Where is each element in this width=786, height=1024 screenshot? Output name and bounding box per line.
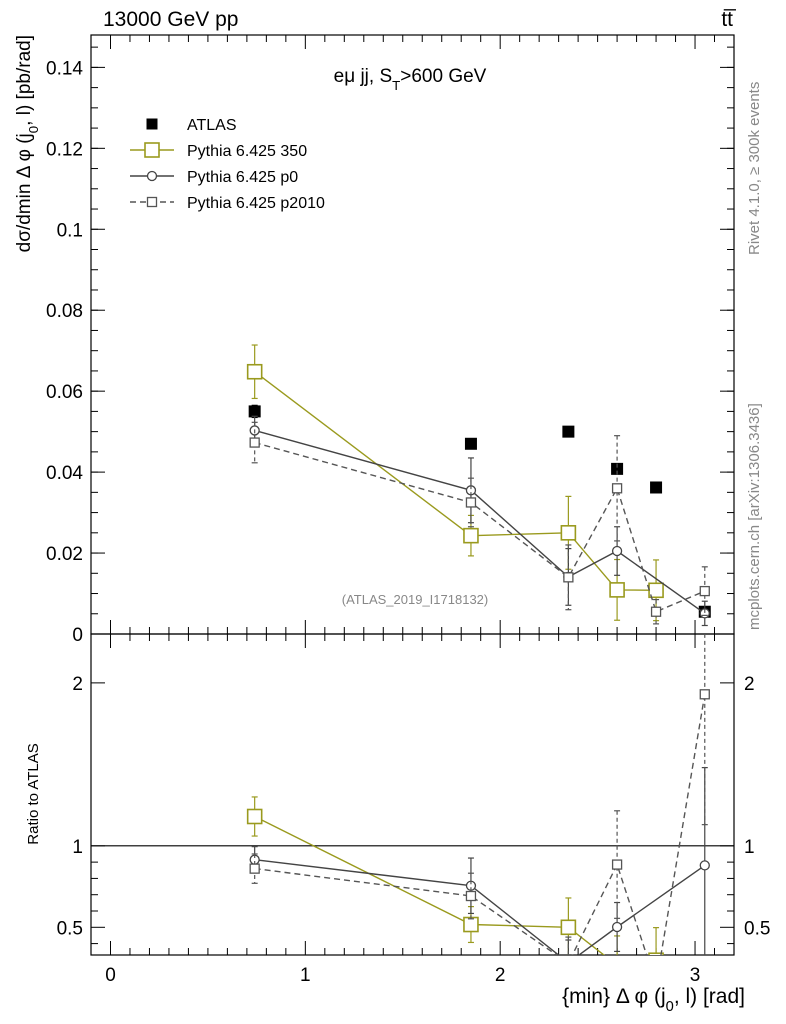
x-axis-label: {min} Δ φ (j0, l) [rad]: [562, 985, 745, 1015]
main-axis-ticks: 0 0.02 0.04 0.06 0.08 0.1 0.12 0.14: [46, 35, 735, 646]
y-tick-label: 0.5: [57, 918, 83, 939]
data-point: [609, 582, 625, 598]
data-point: [650, 481, 663, 494]
y-tick-label: 2: [72, 674, 83, 695]
mcplots-label: mcplots.cern.ch [arXiv:1306.3436]: [746, 403, 763, 630]
x-tick-label: 3: [690, 965, 701, 986]
y-tick-label-right: 0.5: [744, 918, 770, 939]
legend: ATLAS Pythia 6.425 350 Pythia 6.425 p0 Pyth…: [130, 117, 325, 212]
data-point: [465, 890, 477, 902]
data-point: [464, 437, 477, 450]
data-point: [249, 863, 260, 874]
legend-item: Pythia 6.425 350: [130, 142, 307, 160]
x-tick-label: 0: [105, 965, 116, 986]
legend-label: Pythia 6.425 p2010: [187, 195, 325, 212]
y-tick-label: 0.12: [46, 139, 83, 160]
data-point: [648, 952, 664, 955]
legend-label: Pythia 6.425 p0: [187, 169, 298, 186]
y-tick-label: 0.14: [46, 58, 83, 79]
y-tick-label: 0.02: [46, 544, 83, 565]
legend-label: ATLAS: [187, 117, 237, 134]
data-point: [560, 919, 577, 936]
series-pythia-6-425-350: [246, 344, 664, 622]
ratio-panel: 0.5 0.5 1 1 2 2 0 1 2 3 Ratio to ATLAS {min} Δ φ …: [25, 633, 770, 1015]
series-pythia-6-425-p2010: [249, 634, 710, 968]
y-tick-label: 0.08: [46, 301, 83, 322]
data-point: [611, 545, 623, 557]
data-point: [564, 958, 573, 967]
data-point: [246, 808, 263, 825]
y-tick-label: 0.04: [46, 463, 83, 484]
main-panel: 0 0.02 0.04 0.06 0.08 0.1 0.12 0.14 eμ jj, ST>6…: [14, 34, 735, 646]
data-point: [465, 497, 477, 508]
legend-item: Pythia 6.425 p2010: [130, 195, 325, 212]
y-tick-label-right: 2: [744, 674, 755, 695]
main-series-layer: [246, 344, 711, 627]
data-point: [463, 527, 479, 544]
ratio-plot-frame: [90, 633, 735, 956]
series-line: [254, 859, 706, 955]
data-point: [563, 572, 574, 583]
legend-item: Pythia 6.425 p0: [130, 169, 298, 186]
data-point: [562, 425, 575, 438]
legend-item: ATLAS: [146, 117, 237, 134]
y-tick-label: 0.06: [46, 382, 83, 403]
data-point: [611, 483, 623, 494]
data-point: [564, 959, 573, 968]
data-point: [611, 921, 623, 933]
y-tick-label: 0: [72, 625, 83, 646]
analysis-label: (ATLAS_2019_I1718132): [342, 592, 488, 607]
series-pythia-6-425-p2010: [249, 421, 710, 625]
main-y-axis-label: dσ/dmin Δ φ (j0, l) [pb/rad]: [14, 35, 41, 252]
series-line: [254, 694, 706, 955]
rivet-label: Rivet 4.1.0, ≥ 300k events: [746, 82, 763, 255]
data-point: [246, 363, 263, 380]
series-line: [254, 371, 657, 591]
ratio-series-layer: [246, 634, 710, 972]
series-pythia-6-425-350: [246, 796, 664, 972]
legend-label: Pythia 6.425 350: [187, 143, 307, 160]
ratio-axis-ticks: 0.5 0.5 1 1 2 2 0 1 2 3: [57, 634, 770, 986]
data-point: [699, 689, 710, 700]
series-atlas: [248, 404, 711, 618]
legend-marker: [146, 118, 158, 130]
data-point: [560, 525, 577, 541]
energy-label: 13000 GeV pp: [103, 8, 238, 31]
y-tick-label: 0.1: [57, 220, 83, 241]
data-point: [610, 958, 624, 972]
x-tick-label: 1: [300, 965, 311, 986]
data-point: [611, 859, 623, 870]
legend-marker: [146, 170, 158, 182]
data-point: [249, 437, 260, 448]
data-point: [248, 405, 261, 418]
x-tick-label: 2: [495, 965, 506, 986]
data-point: [699, 860, 710, 871]
ratio-y-axis-label: Ratio to ATLAS: [25, 743, 42, 844]
data-point: [463, 916, 479, 933]
data-point: [650, 606, 662, 617]
series-line: [254, 441, 706, 613]
y-tick-label: 1: [72, 837, 83, 858]
process-label: tt̅: [721, 8, 737, 31]
legend-marker: [144, 142, 160, 158]
data-point: [699, 585, 710, 597]
plot-title: eμ jj, ST>600 GeV: [334, 66, 487, 93]
legend-marker: [146, 196, 158, 208]
y-tick-label-right: 1: [744, 837, 755, 858]
series-line: [254, 429, 706, 614]
